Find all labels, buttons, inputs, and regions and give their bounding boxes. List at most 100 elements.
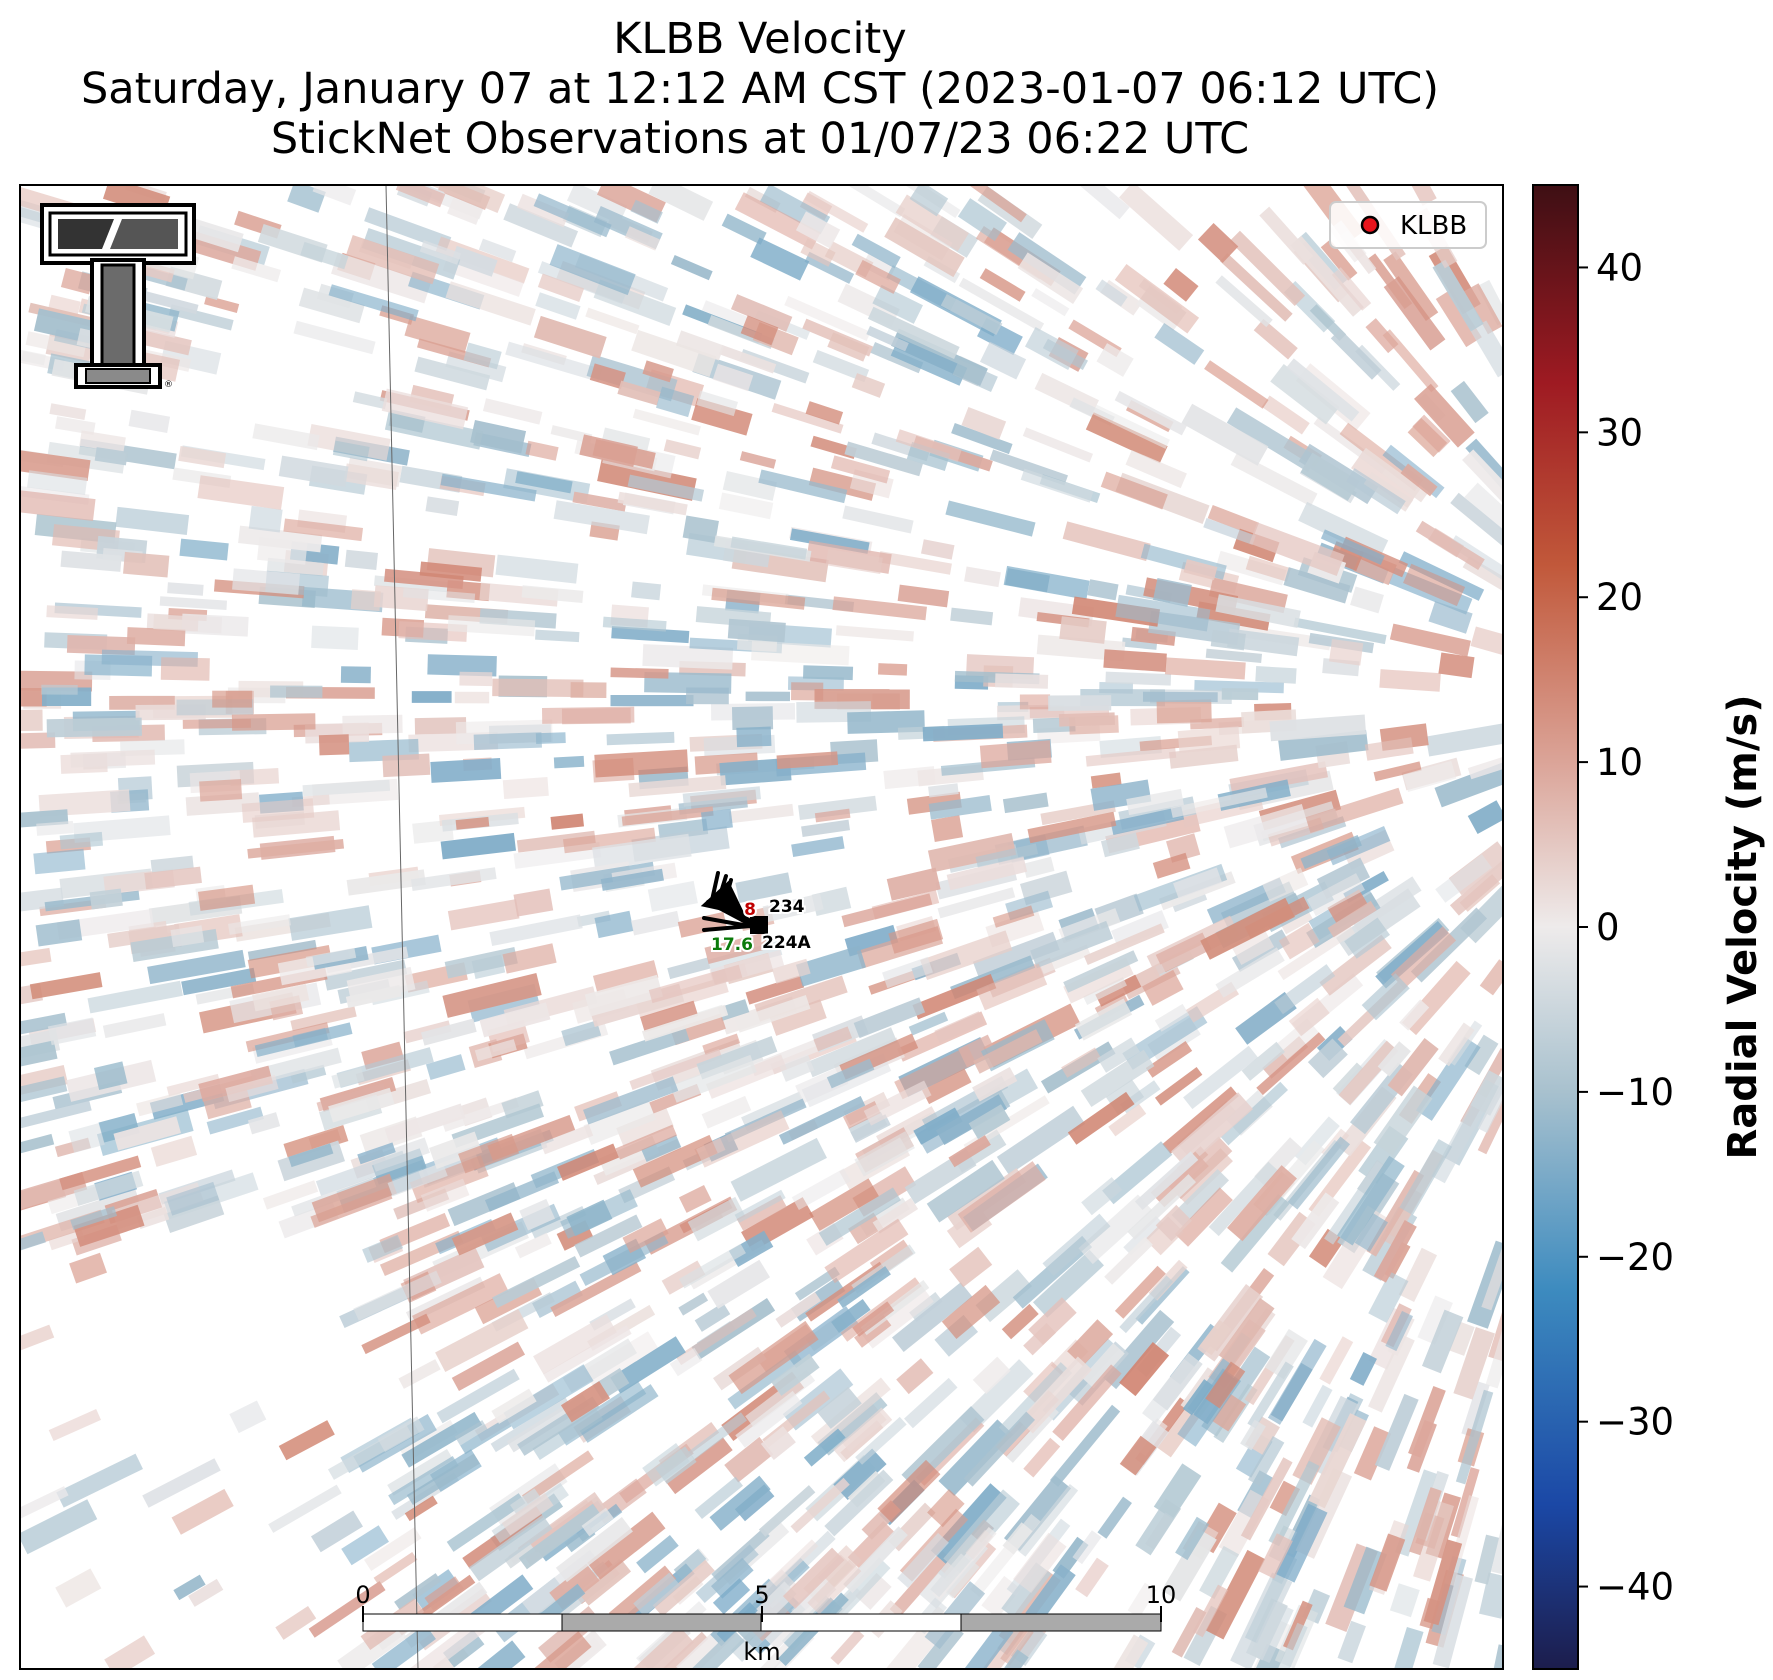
colorbar-ticks: 40 30 20 10 0 −10 −20 −30 −40 xyxy=(1578,246,1674,1609)
radar-velocity-gate xyxy=(173,1574,206,1601)
radar-velocity-gate xyxy=(479,1002,551,1038)
radar-velocity-gate xyxy=(1102,1309,1175,1390)
radar-velocity-gate xyxy=(979,740,1052,769)
radar-velocity-gate xyxy=(1227,1165,1297,1242)
radar-velocity-gate xyxy=(882,956,933,989)
radar-velocity-gate xyxy=(167,582,204,596)
radar-velocity-gate xyxy=(968,1104,1011,1140)
radar-velocity-gate xyxy=(775,1292,821,1328)
radar-velocity-gate xyxy=(611,626,690,644)
radar-velocity-gate xyxy=(734,192,821,250)
radar-velocity-gate xyxy=(721,213,767,245)
radar-velocity-gate xyxy=(1003,565,1090,600)
radar-velocity-gate xyxy=(952,359,998,393)
radar-velocity-gate xyxy=(616,1107,674,1147)
radar-velocity-gate xyxy=(583,1076,679,1125)
radar-velocity-gate xyxy=(1108,1104,1147,1137)
radar-velocity-gate xyxy=(727,1350,803,1410)
radar-velocity-gate xyxy=(784,295,871,342)
radar-velocity-gate xyxy=(701,1095,752,1129)
radar-velocity-gate xyxy=(212,690,253,708)
radar-velocity-gate xyxy=(975,843,1039,868)
radar-velocity-gate xyxy=(248,505,283,533)
radar-velocity-gate xyxy=(1389,1583,1420,1618)
radar-velocity-gate xyxy=(533,193,612,238)
radar-velocity-gate xyxy=(976,963,1048,1011)
radar-velocity-gate xyxy=(769,999,827,1036)
radar-velocity-gate xyxy=(696,390,739,417)
radar-velocity-gate xyxy=(1324,1161,1387,1245)
radar-velocity-gate xyxy=(961,406,1007,440)
radar-velocity-gate xyxy=(56,909,154,940)
radar-velocity-gate xyxy=(758,1485,816,1537)
figure-subtitle-time: Saturday, January 07 at 12:12 AM CST (20… xyxy=(80,64,1440,114)
radar-velocity-gate xyxy=(1215,947,1285,998)
radar-velocity-gate xyxy=(617,491,688,516)
radar-velocity-gate xyxy=(316,1083,386,1112)
radar-velocity-gate xyxy=(463,342,502,370)
radar-velocity-gate xyxy=(791,1168,851,1211)
radar-velocity-gate xyxy=(432,185,506,214)
radar-velocity-gate xyxy=(518,1503,602,1570)
radar-velocity-gate xyxy=(640,1000,699,1033)
radar-velocity-gate xyxy=(60,550,122,572)
radar-velocity-gate xyxy=(307,423,391,461)
radar-velocity-gate xyxy=(247,1112,281,1135)
radar-velocity-gate xyxy=(1002,792,1049,814)
radar-velocity-gate xyxy=(305,947,357,967)
radar-velocity-gate xyxy=(630,910,681,936)
radar-velocity-gate xyxy=(123,551,170,578)
radar-velocity-gate xyxy=(1104,1236,1153,1285)
scale-bar-tick-0: 0 xyxy=(355,1581,370,1609)
colorbar-tick-label: 30 xyxy=(1596,411,1643,454)
radar-velocity-gate xyxy=(328,1087,395,1123)
radar-velocity-gate xyxy=(204,295,240,313)
radar-velocity-gate xyxy=(115,506,190,535)
radar-velocity-gate xyxy=(1182,1379,1214,1416)
radar-velocity-gate xyxy=(20,887,65,916)
radar-velocity-gate xyxy=(198,1065,274,1102)
radar-velocity-gate xyxy=(1023,1323,1056,1356)
radar-velocity-gate xyxy=(1156,699,1212,724)
radar-velocity-gate xyxy=(384,1103,466,1144)
sticknet-observations[interactable]: 8 234 17.6 224A xyxy=(700,871,813,957)
radar-velocity-gate xyxy=(68,1123,105,1153)
radar-velocity-gate xyxy=(445,281,536,326)
radar-velocity-gate xyxy=(678,1184,712,1213)
radar-velocity-gate xyxy=(533,1314,617,1375)
radar-velocity-gate xyxy=(1462,449,1503,512)
radar-velocity-gate xyxy=(648,185,714,221)
radar-velocity-gate xyxy=(1307,1038,1348,1079)
radar-velocity-gate xyxy=(1135,1266,1190,1325)
radar-velocity-gate xyxy=(694,1476,744,1520)
radar-velocity-gate xyxy=(1125,450,1187,489)
radar-velocity-gate xyxy=(1415,1036,1481,1121)
radar-velocity-gate xyxy=(444,946,518,979)
radar-velocity-gate xyxy=(495,554,579,584)
radar-velocity-gate xyxy=(920,930,1013,980)
radar-velocity-gate xyxy=(830,455,891,484)
radar-velocity-gate xyxy=(1383,251,1439,321)
radar-velocity-gate xyxy=(670,255,713,281)
radar-velocity-gate xyxy=(425,496,460,516)
radar-velocity-gate xyxy=(1474,1534,1500,1585)
radar-velocity-gate xyxy=(1229,230,1306,307)
radar-velocity-gate xyxy=(791,682,824,701)
radar-velocity-gate xyxy=(1330,328,1382,380)
radar-velocity-gate xyxy=(633,1572,681,1617)
radar-velocity-gate xyxy=(1423,1539,1463,1626)
radar-velocity-gate xyxy=(20,1324,55,1357)
radar-velocity-gate xyxy=(430,758,502,783)
radar-velocity-gate xyxy=(1438,1022,1475,1067)
radar-velocity-gate xyxy=(922,723,1004,742)
radar-velocity-gate xyxy=(420,1178,470,1212)
radar-velocity-gate xyxy=(1022,427,1093,463)
radar-velocity-gate xyxy=(1058,712,1115,727)
radar-velocity-gate xyxy=(1481,1241,1503,1311)
observation-value-224A: 17.6 xyxy=(711,935,753,955)
radar-velocity-gate xyxy=(1292,1417,1341,1485)
radar-velocity-gate xyxy=(958,277,1045,332)
radar-velocity-gate xyxy=(1171,1606,1207,1658)
radar-velocity-gate xyxy=(197,884,256,911)
radar-velocity-gate xyxy=(728,1230,774,1268)
